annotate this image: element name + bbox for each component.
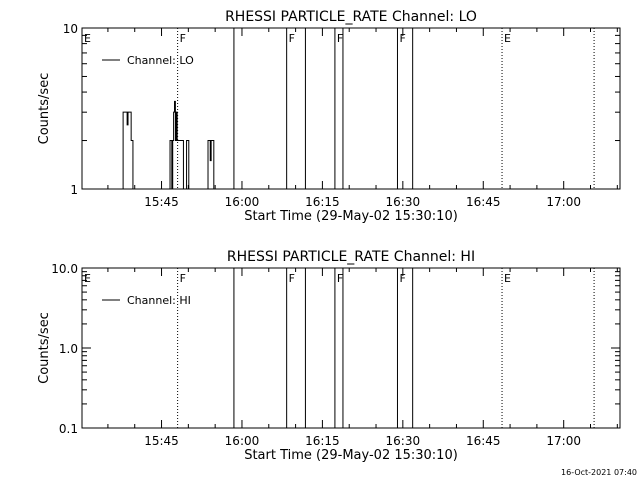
panel-2-y-axis-label: Counts/sec <box>37 312 52 384</box>
panel-2-y-tick-label: 10.0 <box>51 262 78 276</box>
panel-2-x-tick-label: 16:00 <box>225 434 260 448</box>
panel-2-x-tick-label: 16:15 <box>305 434 340 448</box>
timestamp-label: 16-Oct-2021 07:40 <box>561 468 637 477</box>
panel-2-annotation-label: F <box>399 272 405 285</box>
panel-1-x-tick-label: 16:30 <box>386 195 421 209</box>
panel-1-annotation-label: F <box>180 32 186 45</box>
panel-2-chart-title: RHESSI PARTICLE_RATE Channel: HI <box>227 249 475 265</box>
panel-1-legend-label: Channel: LO <box>127 54 194 67</box>
panel-1-x-tick-label: 17:00 <box>546 195 581 209</box>
panel-2-x-tick-label: 16:30 <box>386 434 421 448</box>
panel-2-y-tick-label: 1.0 <box>59 342 78 356</box>
panel-1-x-axis-label: Start Time (29-May-02 15:30:10) <box>244 209 458 224</box>
panel-2-annotation-label: F <box>337 272 343 285</box>
panel-2-annotation-label: F <box>180 272 186 285</box>
panel-1-chart-title: RHESSI PARTICLE_RATE Channel: LO <box>225 9 477 25</box>
panel-1-plot-frame <box>81 27 621 190</box>
panel-2-x-axis-label: Start Time (29-May-02 15:30:10) <box>244 448 458 463</box>
panel-1-annotation-label: F <box>399 32 405 45</box>
panel-1-x-tick-label: 15:45 <box>144 195 179 209</box>
panel-1-x-tick-label: 16:15 <box>305 195 340 209</box>
panel-1-series-line <box>122 100 215 190</box>
panel-2-x-tick-label: 15:45 <box>144 434 179 448</box>
panel-1-annotation-label: E <box>84 32 91 45</box>
panel-1-y-tick-label: 1 <box>70 183 78 197</box>
panel-1-y-tick-label: 10 <box>63 22 78 36</box>
panel-1-annotation-label: F <box>289 32 295 45</box>
panel-1-annotation-label: F <box>337 32 343 45</box>
panel-1-y-axis-label: Counts/sec <box>37 73 52 145</box>
panel-2-legend-label: Channel: HI <box>127 294 191 307</box>
panel-1-annotation-label: E <box>504 32 511 45</box>
panel-2-y-tick-label: 0.1 <box>59 422 78 436</box>
panel-2-annotation-label: E <box>504 272 511 285</box>
panel-1-x-tick-label: 16:00 <box>225 195 260 209</box>
panel-2-annotation-label: F <box>289 272 295 285</box>
panel-1-x-tick-label: 16:45 <box>466 195 501 209</box>
panel-2-x-tick-label: 17:00 <box>546 434 581 448</box>
panel-2-annotation-label: E <box>84 272 91 285</box>
panel-2-plot-frame <box>81 267 621 429</box>
panel-2-x-tick-label: 16:45 <box>466 434 501 448</box>
